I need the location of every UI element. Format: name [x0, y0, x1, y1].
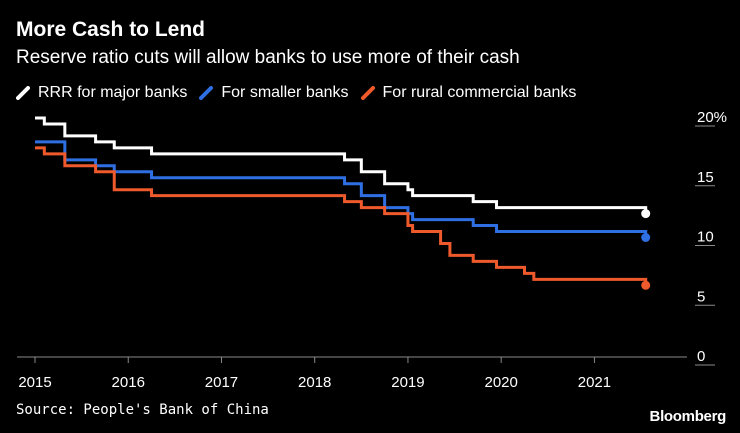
- y-tick-label: 20%: [697, 109, 727, 126]
- y-tick-label: 15: [697, 169, 714, 186]
- x-tick-label: 2019: [391, 374, 424, 391]
- legend-swatch-rural: [360, 86, 375, 100]
- legend-swatch-major: [16, 86, 30, 100]
- series-line-0: [35, 116, 648, 214]
- legend: RRR for major banks For smaller banks Fo…: [16, 84, 588, 102]
- legend-item-major: RRR for major banks: [16, 84, 187, 102]
- x-tick-label: 2018: [298, 374, 331, 391]
- series-endpoint-2: [641, 280, 651, 290]
- y-tick-label: 0: [697, 348, 705, 365]
- x-tick-label: 2017: [205, 374, 238, 391]
- series-endpoint-1: [641, 233, 651, 242]
- chart-title: More Cash to Lend: [16, 18, 206, 41]
- x-tick-label: 2021: [578, 374, 611, 391]
- legend-swatch-smaller: [199, 86, 214, 100]
- x-tick-label: 2015: [18, 374, 51, 391]
- chart-subtitle: Reserve ratio cuts will allow banks to u…: [16, 47, 520, 68]
- bloomberg-logo: Bloomberg: [649, 408, 727, 425]
- y-tick-label: 10: [697, 229, 714, 246]
- legend-label-smaller: For smaller banks: [221, 84, 349, 101]
- legend-item-smaller: For smaller banks: [199, 84, 349, 102]
- series-line-2: [35, 146, 648, 286]
- legend-label-rural: For rural commercial banks: [382, 84, 577, 101]
- x-tick-label: 2020: [484, 374, 517, 391]
- x-tick-label: 2016: [112, 374, 145, 391]
- y-tick-label: 5: [697, 288, 705, 305]
- legend-item-rural: For rural commercial banks: [360, 84, 577, 102]
- source-note: Source: People's Bank of China: [16, 402, 269, 418]
- series-endpoint-0: [641, 209, 651, 219]
- legend-label-major: RRR for major banks: [38, 84, 188, 101]
